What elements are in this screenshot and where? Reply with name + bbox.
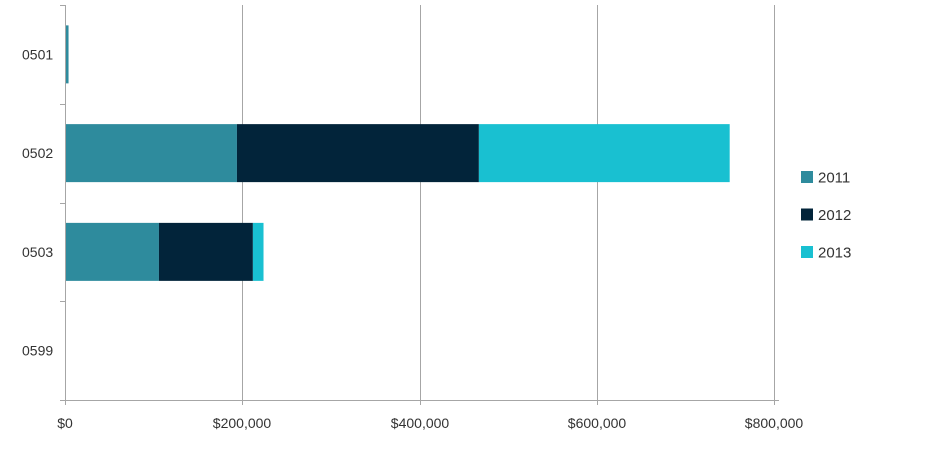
y-tick-label: 0599 xyxy=(22,343,53,359)
x-tick-label: $0 xyxy=(57,415,73,431)
tick-labels: $0 $200,000 $400,000 $600,000 $800,000 0501 05… xyxy=(22,46,803,431)
legend-swatch-2011 xyxy=(801,171,813,183)
x-tick-label: $600,000 xyxy=(568,415,627,431)
bars xyxy=(65,25,730,281)
legend-label: 2011 xyxy=(818,170,850,187)
x-tick-label: $800,000 xyxy=(745,415,804,431)
bar-0502-2012 xyxy=(236,124,479,183)
legend-label: 2013 xyxy=(818,245,851,262)
legend-swatch-2012 xyxy=(801,208,813,221)
legend-label: 2012 xyxy=(818,207,851,224)
y-tick-label: 0501 xyxy=(22,46,53,62)
y-tick-label: 0503 xyxy=(22,244,53,260)
bar-0502-2011 xyxy=(65,124,237,183)
bar-0503-2012 xyxy=(158,222,253,281)
legend: 2011 2012 2013 xyxy=(801,170,851,262)
bar-0503-2013 xyxy=(252,222,264,281)
grid-lines xyxy=(242,5,775,400)
y-tick-label: 0502 xyxy=(22,145,53,161)
axes xyxy=(60,5,779,405)
x-tick-label: $400,000 xyxy=(391,415,450,431)
bar-0501-2011 xyxy=(65,25,69,84)
legend-swatch-2013 xyxy=(801,246,813,258)
x-tick-label: $200,000 xyxy=(213,415,272,431)
bar-0503-2011 xyxy=(65,222,159,281)
bar-0502-2013 xyxy=(478,124,730,183)
